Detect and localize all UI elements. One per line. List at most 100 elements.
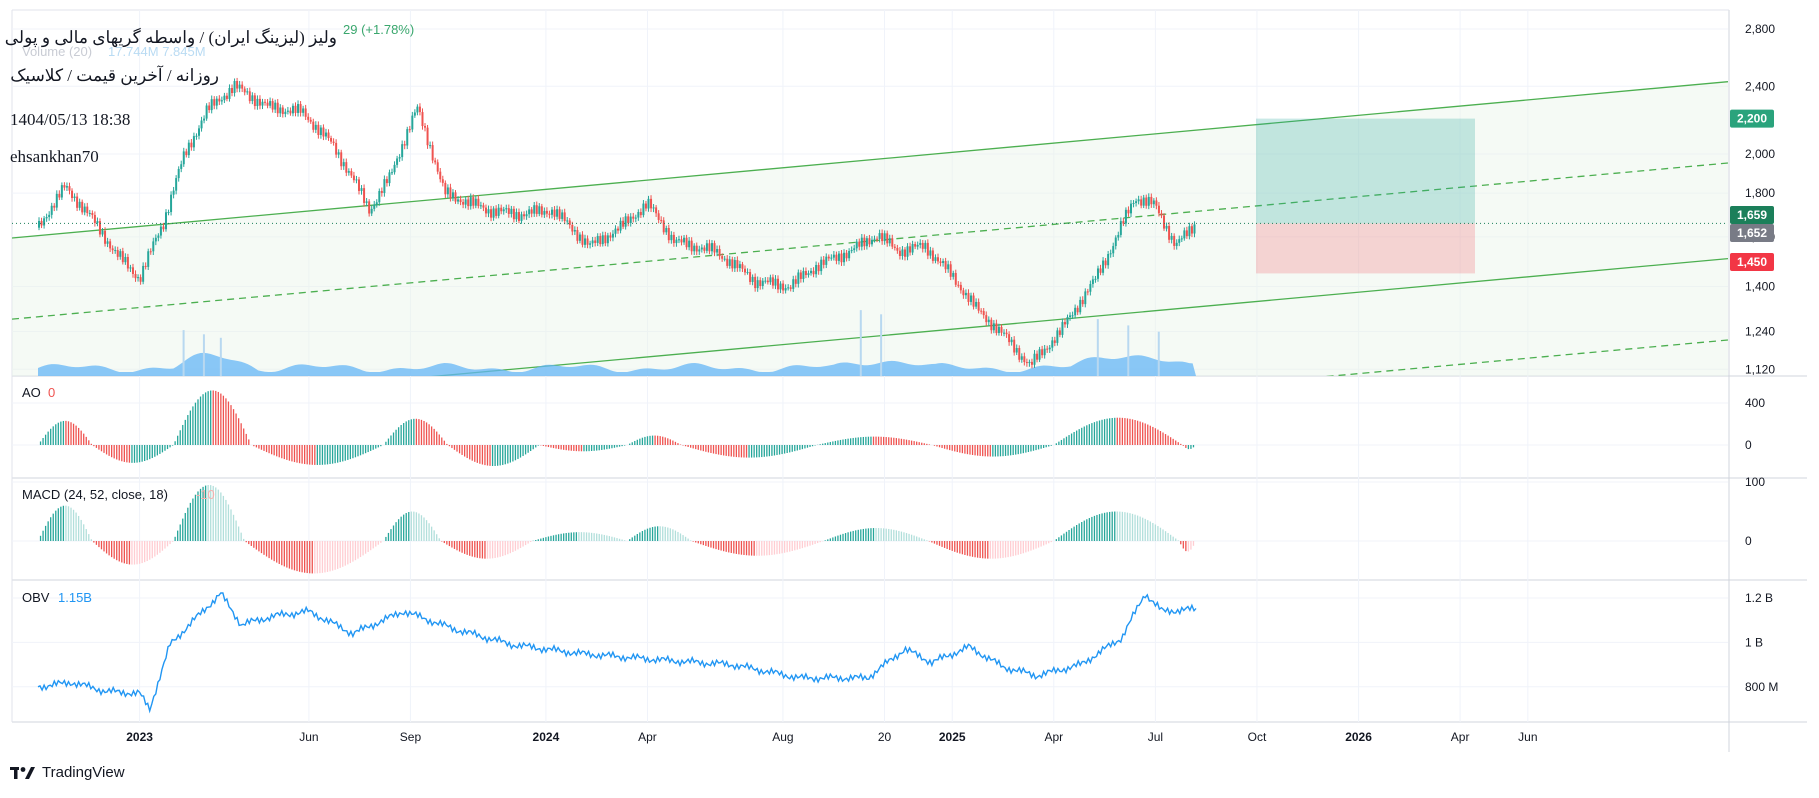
candle-body xyxy=(644,203,647,209)
candle-body xyxy=(1015,348,1018,353)
candle-body xyxy=(258,98,261,106)
candle-body xyxy=(154,237,157,242)
candle-body xyxy=(185,151,188,156)
candle-body xyxy=(251,95,254,102)
candle-body xyxy=(642,203,645,216)
time-tick-label: Apr xyxy=(1451,730,1470,744)
volume-values: 17.744M 7.845M xyxy=(108,44,206,59)
time-tick-label: Aug xyxy=(772,730,793,744)
candle-body xyxy=(457,199,460,202)
time-tick-label: 2023 xyxy=(126,730,153,744)
candle-body xyxy=(373,204,376,209)
candle-body xyxy=(190,142,193,148)
candle-body xyxy=(637,211,640,218)
candle-body xyxy=(431,145,434,161)
candle-body xyxy=(1102,260,1105,273)
obv-label[interactable]: OBV xyxy=(22,590,50,605)
candle-body xyxy=(350,171,353,176)
obv-tick-label: 1.2 B xyxy=(1745,591,1773,605)
candle-body xyxy=(754,276,757,289)
candle-body xyxy=(363,188,366,203)
macd-tick-label: 0 xyxy=(1745,534,1752,548)
candle-body xyxy=(716,249,719,253)
candle-body xyxy=(672,234,675,244)
chart-timeframe: روزانه / آخرین قیمت / کلاسیک xyxy=(10,66,219,85)
candle-body xyxy=(886,233,889,244)
candle-body xyxy=(337,152,340,155)
candle-body xyxy=(276,102,279,114)
ao-label[interactable]: AO xyxy=(22,385,41,400)
candle-body xyxy=(1163,215,1166,229)
candle-body xyxy=(98,221,101,235)
candle-body xyxy=(218,98,221,102)
candle-body xyxy=(492,208,495,218)
candle-body xyxy=(271,101,274,110)
candle-body xyxy=(1147,196,1150,206)
candle-body xyxy=(1020,356,1023,360)
candle-body xyxy=(903,249,906,257)
candle-body xyxy=(606,235,609,244)
candle-body xyxy=(81,201,84,213)
candle-body xyxy=(152,241,155,252)
candle-body xyxy=(568,220,571,225)
candle-body xyxy=(304,108,307,117)
candle-body xyxy=(571,224,574,232)
candle-body xyxy=(807,273,810,276)
candle-body xyxy=(309,119,312,122)
candle-body xyxy=(756,280,759,289)
candle-body xyxy=(502,209,505,212)
candle-body xyxy=(1142,197,1145,206)
candle-body xyxy=(1079,299,1082,313)
candle-body xyxy=(45,217,48,219)
candle-body xyxy=(93,214,96,223)
candle-body xyxy=(340,152,343,167)
candle-body xyxy=(794,279,797,284)
candle-body xyxy=(233,80,236,94)
candle-body xyxy=(203,118,206,121)
candle-body xyxy=(464,199,467,205)
candle-body xyxy=(322,127,325,137)
candle-body xyxy=(342,162,345,167)
candle-body xyxy=(477,198,480,206)
candle-body xyxy=(157,235,160,238)
candle-body xyxy=(281,107,284,115)
candle-body xyxy=(484,207,487,214)
candle-body xyxy=(86,206,89,214)
candle-body xyxy=(490,209,493,218)
candle-body xyxy=(370,208,373,214)
candle-body xyxy=(888,238,891,244)
candle-body xyxy=(835,254,838,261)
time-tick-label: Oct xyxy=(1248,730,1267,744)
candle-body xyxy=(1130,203,1133,214)
candle-body xyxy=(947,264,950,270)
tradingview-branding[interactable]: TradingView xyxy=(10,764,125,781)
candle-body xyxy=(919,242,922,245)
candle-body xyxy=(1150,196,1153,205)
macd-value: -10 xyxy=(196,487,215,502)
candle-body xyxy=(177,168,180,179)
macd-label[interactable]: MACD (24, 52, close, 18) xyxy=(22,487,168,502)
price-tag-current xyxy=(1730,206,1774,224)
candle-body xyxy=(677,239,680,241)
candle-body xyxy=(335,142,338,155)
candle-body xyxy=(91,212,94,215)
candle-body xyxy=(1048,347,1051,350)
candle-body xyxy=(1028,361,1031,364)
candle-body xyxy=(799,272,802,279)
candle-body xyxy=(142,265,145,282)
candle-body xyxy=(837,253,840,261)
candle-body xyxy=(147,251,150,267)
candle-body xyxy=(1157,205,1160,214)
candle-body xyxy=(939,261,942,263)
candle-body xyxy=(426,127,429,146)
candle-body xyxy=(970,295,973,302)
candle-body xyxy=(789,287,792,289)
candle-body xyxy=(792,279,795,289)
candle-body xyxy=(782,283,785,291)
candle-body xyxy=(683,237,686,243)
candle-body xyxy=(810,270,813,274)
candle-body xyxy=(1185,230,1188,237)
ao-tick-label: 400 xyxy=(1745,396,1765,410)
candle-body xyxy=(424,126,427,128)
